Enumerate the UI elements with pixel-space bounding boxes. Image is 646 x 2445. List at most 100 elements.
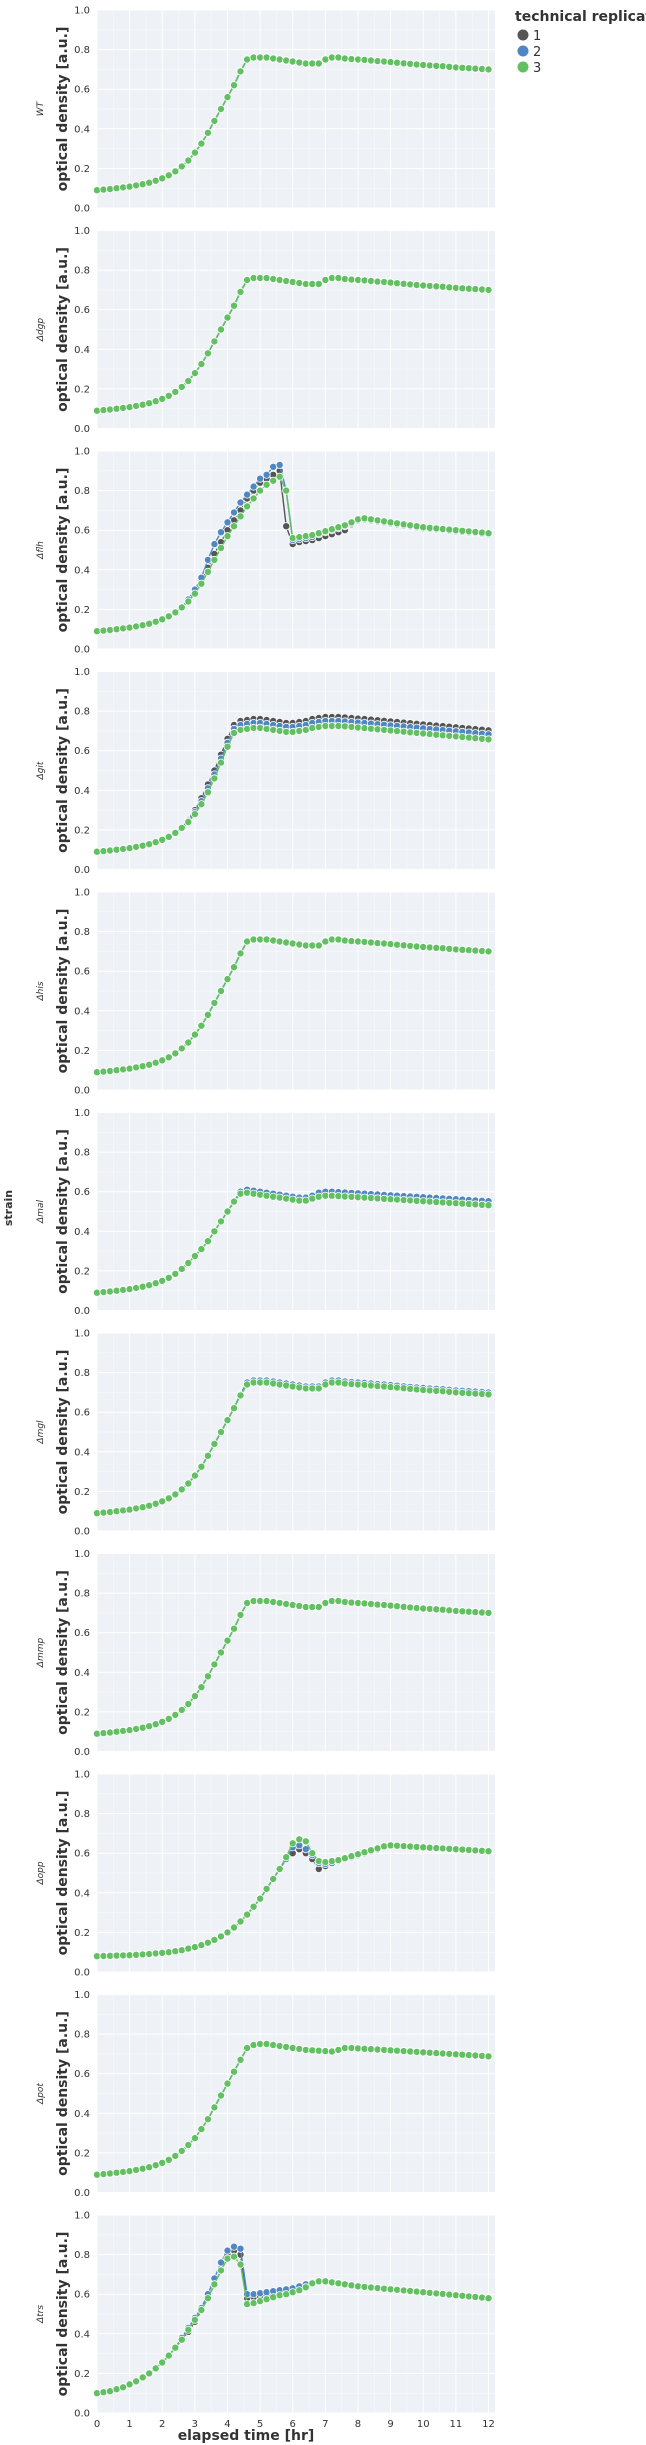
data-point-3 <box>393 1383 402 1392</box>
y-axis-label: optical density [a.u.] <box>55 1129 71 1294</box>
data-point-3 <box>347 937 356 946</box>
strain-label: Δpot <box>36 2083 46 2105</box>
x-tick-label: 5 <box>257 2419 263 2430</box>
data-point-3 <box>171 1947 180 1956</box>
data-point-2 <box>223 518 232 527</box>
y-tick-label: 0.2 <box>74 2369 90 2380</box>
data-point-3 <box>314 529 323 538</box>
data-point-3 <box>229 1197 238 1206</box>
data-point-3 <box>406 2286 415 2295</box>
x-axis-title: elapsed time [hr] <box>178 2428 315 2444</box>
data-point-2 <box>223 2246 232 2255</box>
data-point-3 <box>145 399 154 408</box>
data-point-3 <box>269 54 278 63</box>
y-tick-label: 1.0 <box>74 1549 90 1560</box>
data-point-3 <box>119 2383 128 2392</box>
data-point-3 <box>119 2167 128 2176</box>
data-point-3 <box>425 1604 434 1613</box>
data-point-3 <box>288 1839 297 1848</box>
data-point-3 <box>262 480 271 489</box>
data-point-3 <box>171 167 180 176</box>
data-point-3 <box>301 1837 310 1846</box>
data-point-3 <box>125 2380 134 2389</box>
data-point-3 <box>327 2047 336 2056</box>
data-point-3 <box>432 2289 441 2298</box>
y-axis-label: optical density [a.u.] <box>55 2232 71 2397</box>
data-point-3 <box>236 512 245 521</box>
data-point-3 <box>451 283 460 292</box>
y-tick-label: 0.0 <box>74 1527 90 1538</box>
data-point-3 <box>177 382 186 391</box>
data-point-3 <box>125 1505 134 1514</box>
data-point-3 <box>438 944 447 953</box>
data-point-3 <box>164 1273 173 1282</box>
data-point-2 <box>256 474 265 483</box>
data-point-3 <box>484 1847 493 1856</box>
data-point-3 <box>412 1842 421 1851</box>
data-point-3 <box>138 621 147 630</box>
y-axis-label: optical density [a.u.] <box>55 1570 71 1735</box>
data-point-3 <box>295 58 304 67</box>
y-axis-label: optical density [a.u.] <box>55 688 71 853</box>
data-point-3 <box>353 1380 362 1389</box>
data-point-3 <box>425 2288 434 2297</box>
data-point-3 <box>99 1729 108 1738</box>
data-point-3 <box>138 400 147 409</box>
y-tick-label: 0.4 <box>74 1227 90 1238</box>
data-point-3 <box>216 2266 225 2275</box>
data-point-3 <box>353 1193 362 1202</box>
data-point-3 <box>197 2305 206 2314</box>
data-point-3 <box>177 162 186 171</box>
data-point-3 <box>438 282 447 291</box>
data-point-3 <box>360 1599 369 1608</box>
legend-label-1: 1 <box>533 29 541 44</box>
data-point-3 <box>269 1598 278 1607</box>
strain-label: Δdgp <box>36 318 46 343</box>
data-point-3 <box>340 936 349 945</box>
data-point-3 <box>314 1857 323 1866</box>
data-point-3 <box>223 313 232 322</box>
x-tick-label: 6 <box>290 2419 296 2430</box>
y-tick-label: 0.8 <box>74 2030 90 2041</box>
data-point-3 <box>353 723 362 732</box>
data-point-3 <box>158 2358 167 2367</box>
data-point-3 <box>190 1943 199 1952</box>
data-point-3 <box>458 1607 467 1616</box>
data-point-3 <box>164 171 173 180</box>
x-tick-label: 0 <box>94 2419 100 2430</box>
data-point-3 <box>484 1608 493 1617</box>
data-point-3 <box>99 1288 108 1297</box>
legend-marker-2 <box>516 44 530 58</box>
data-point-3 <box>360 937 369 946</box>
data-point-3 <box>373 939 382 948</box>
y-tick-label: 0.4 <box>74 1006 90 1017</box>
data-point-3 <box>412 1196 421 1205</box>
y-tick-label: 0.8 <box>74 1589 90 1600</box>
data-point-3 <box>106 2387 115 2396</box>
data-point-3 <box>347 1852 356 1861</box>
legend-label-3: 3 <box>533 61 541 76</box>
strain-label: Δmgl <box>36 1420 46 1445</box>
data-point-3 <box>438 731 447 740</box>
data-point-3 <box>229 2252 238 2261</box>
strain-label: WT <box>36 100 46 116</box>
y-tick-label: 0.2 <box>74 164 90 175</box>
data-point-3 <box>380 725 389 734</box>
data-point-3 <box>177 823 186 832</box>
data-point-3 <box>334 53 343 62</box>
data-point-3 <box>419 1197 428 1206</box>
data-point-3 <box>334 523 343 532</box>
data-point-3 <box>243 1380 252 1389</box>
x-tick-label: 7 <box>322 2419 328 2430</box>
data-point-3 <box>334 1597 343 1606</box>
y-tick-label: 1.0 <box>74 2211 90 2222</box>
data-point-3 <box>282 486 291 495</box>
data-point-3 <box>445 1606 454 1615</box>
data-point-3 <box>197 1683 206 1692</box>
data-point-2 <box>275 460 284 469</box>
data-point-3 <box>340 722 349 731</box>
data-point-3 <box>464 1200 473 1209</box>
data-point-3 <box>243 502 252 511</box>
data-point-3 <box>256 1894 265 1903</box>
